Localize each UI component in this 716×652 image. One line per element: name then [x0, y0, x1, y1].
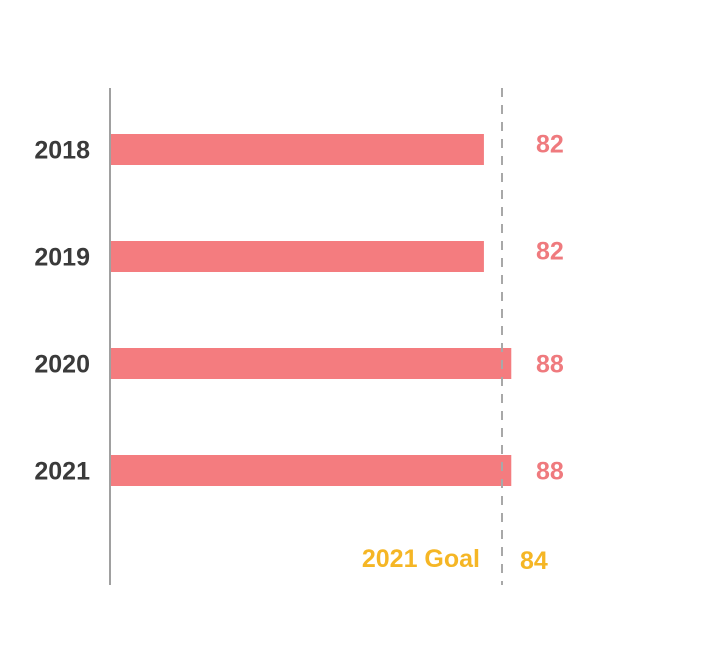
- value-label-2020: 88: [536, 351, 564, 379]
- category-labels: 2018 2019 2020 2021: [34, 137, 90, 486]
- bar-2020: [110, 348, 512, 379]
- value-labels: 82 82 88 88: [536, 131, 564, 486]
- category-label-2021: 2021: [34, 458, 90, 486]
- bar-group: [110, 134, 512, 486]
- category-label-2019: 2019: [34, 244, 90, 272]
- category-label-2020: 2020: [34, 351, 90, 379]
- goal-label: 2021 Goal: [362, 545, 480, 573]
- value-label-2019: 82: [536, 238, 564, 266]
- bar-2021: [110, 455, 512, 486]
- goal-value-label: 84: [520, 547, 548, 575]
- value-label-2018: 82: [536, 131, 564, 159]
- category-label-2018: 2018: [34, 137, 90, 165]
- bar-2019: [110, 241, 484, 272]
- value-label-2021: 88: [536, 458, 564, 486]
- bar-2018: [110, 134, 484, 165]
